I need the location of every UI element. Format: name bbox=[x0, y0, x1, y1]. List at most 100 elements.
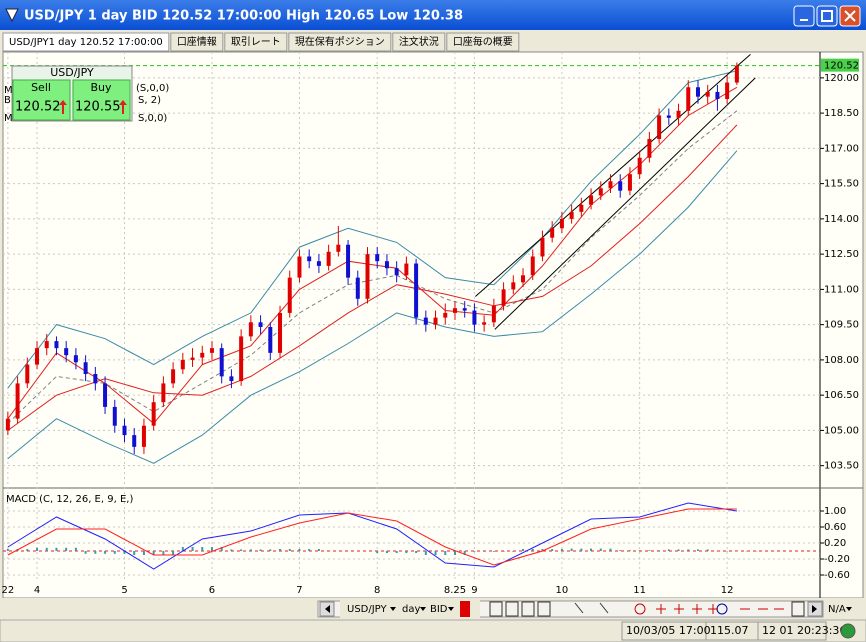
tool-icons[interactable] bbox=[489, 601, 805, 617]
sell-price: 120.52 bbox=[15, 100, 61, 115]
tab-label[interactable]: 注文状況 bbox=[399, 35, 439, 48]
candle-body bbox=[394, 268, 399, 276]
indicator-line bbox=[7, 110, 738, 424]
period-dropdown[interactable]: day bbox=[402, 604, 420, 615]
candle-body bbox=[258, 322, 263, 327]
panel-label: MACD (C, 12, 26, E, 9, E,) bbox=[6, 494, 133, 505]
tab-label[interactable]: USD/JPY1 day 120.52 17:00:00 bbox=[9, 37, 163, 48]
indicator-line bbox=[7, 70, 738, 389]
tabs: USD/JPY1 day 120.52 17:00:00 口座情報 取引レート 現在保… bbox=[2, 32, 520, 52]
side-dropdown[interactable]: BID bbox=[430, 604, 448, 615]
candle-body bbox=[132, 435, 137, 447]
candle-body bbox=[103, 383, 108, 407]
candle-body bbox=[239, 336, 244, 382]
maximize-button[interactable] bbox=[816, 5, 838, 27]
tab[interactable] bbox=[446, 32, 520, 52]
indicator-line bbox=[7, 150, 738, 464]
candle-body bbox=[5, 418, 10, 431]
legend-fragment: S, 2) bbox=[138, 95, 161, 106]
candle-body bbox=[64, 348, 69, 356]
candle-tool[interactable] bbox=[460, 601, 470, 617]
candle-body bbox=[608, 181, 613, 189]
minimize-button[interactable] bbox=[793, 5, 815, 27]
tab[interactable] bbox=[288, 32, 392, 52]
tab[interactable] bbox=[170, 32, 224, 52]
arrow-icon bbox=[325, 605, 330, 613]
legend-fragment: M bbox=[4, 113, 13, 124]
last-price-label: 120.52 bbox=[824, 61, 859, 72]
tab[interactable] bbox=[392, 32, 446, 52]
tab[interactable] bbox=[2, 32, 170, 52]
tab-label[interactable]: 取引レート bbox=[231, 36, 281, 48]
last-price-box bbox=[821, 58, 859, 72]
candle-body bbox=[384, 261, 389, 269]
candle-body bbox=[316, 261, 321, 266]
x-tick-label: 22 bbox=[1, 585, 14, 596]
tab-label[interactable]: 口座毎の概要 bbox=[453, 35, 513, 48]
x-tick-label: 10 bbox=[556, 585, 569, 596]
candle-body bbox=[326, 251, 331, 266]
symbol-dropdown[interactable]: USD/JPY bbox=[347, 604, 387, 615]
candle-body bbox=[530, 256, 535, 276]
candle-body bbox=[268, 326, 273, 353]
tab[interactable] bbox=[224, 32, 288, 52]
candle-body bbox=[161, 383, 166, 403]
candle-body bbox=[365, 254, 370, 299]
buy-button[interactable] bbox=[72, 79, 131, 121]
y-tick-label: 103.50 bbox=[824, 461, 859, 472]
x-tick-label: 6 bbox=[209, 585, 215, 596]
y-tick-label: 108.00 bbox=[824, 355, 859, 366]
x-tick-label: 5 bbox=[121, 585, 127, 596]
candle-body bbox=[171, 369, 176, 384]
legend-fragment: S,0,0) bbox=[138, 113, 167, 124]
up-arrow bbox=[119, 100, 127, 114]
candle-body bbox=[44, 341, 49, 349]
y-tick-label: 115.50 bbox=[824, 179, 859, 190]
candle-body bbox=[297, 256, 302, 278]
candle-body bbox=[589, 195, 594, 205]
window-buttons[interactable] bbox=[793, 5, 861, 27]
candle-body bbox=[627, 174, 632, 191]
x-tick-label: 8.25 bbox=[444, 585, 466, 596]
candle-body bbox=[355, 277, 360, 299]
candle-body bbox=[54, 341, 59, 349]
candle-body bbox=[725, 82, 730, 100]
y-tick-label: 118.50 bbox=[824, 108, 859, 119]
status-bar bbox=[0, 619, 866, 642]
tab-label[interactable]: 口座情報 bbox=[177, 35, 217, 48]
legend-fragment: M bbox=[4, 85, 13, 96]
candle-body bbox=[248, 322, 253, 337]
y-tick-label: 105.00 bbox=[824, 425, 859, 436]
window-title: USD/JPY 1 day BID 120.52 17:00:00 High 1… bbox=[24, 9, 463, 24]
candle-body bbox=[414, 263, 419, 318]
zoom-dropdown[interactable]: N/A bbox=[828, 604, 846, 615]
y-tick-label: 109.50 bbox=[824, 320, 859, 331]
y-tick-label: 117.00 bbox=[824, 143, 859, 154]
y-tick-label: 112.50 bbox=[824, 249, 859, 260]
candle-body bbox=[346, 244, 351, 278]
up-arrow bbox=[59, 100, 67, 114]
y-tick-label: 120.00 bbox=[824, 73, 859, 84]
tab-label[interactable]: 現在保有ポジション bbox=[295, 35, 385, 48]
minimize-icon bbox=[800, 19, 808, 21]
y-tick-label: 0.20 bbox=[824, 538, 846, 549]
candle-body bbox=[647, 138, 652, 158]
sell-button[interactable] bbox=[12, 79, 71, 121]
candle-body bbox=[637, 157, 642, 175]
legend-fragment: B bbox=[4, 95, 11, 106]
y-tick-label: -0.60 bbox=[824, 570, 850, 581]
candle-body bbox=[200, 352, 205, 358]
sell-label: Sell bbox=[31, 81, 51, 94]
candle-body bbox=[666, 115, 671, 118]
status-date: 10/03/05 17:00 bbox=[626, 624, 711, 637]
y-tick-label: 106.50 bbox=[824, 390, 859, 401]
candle-body bbox=[491, 305, 496, 323]
trendline bbox=[475, 53, 751, 297]
y-tick-label: 111.00 bbox=[824, 284, 859, 295]
legend-fragment: (S,0,0) bbox=[136, 83, 169, 94]
x-tick-label: 4 bbox=[34, 585, 40, 596]
candle-body bbox=[443, 312, 448, 318]
candle-body bbox=[550, 228, 555, 238]
candle-body bbox=[482, 322, 487, 325]
status-price: 115.07 bbox=[710, 624, 749, 637]
